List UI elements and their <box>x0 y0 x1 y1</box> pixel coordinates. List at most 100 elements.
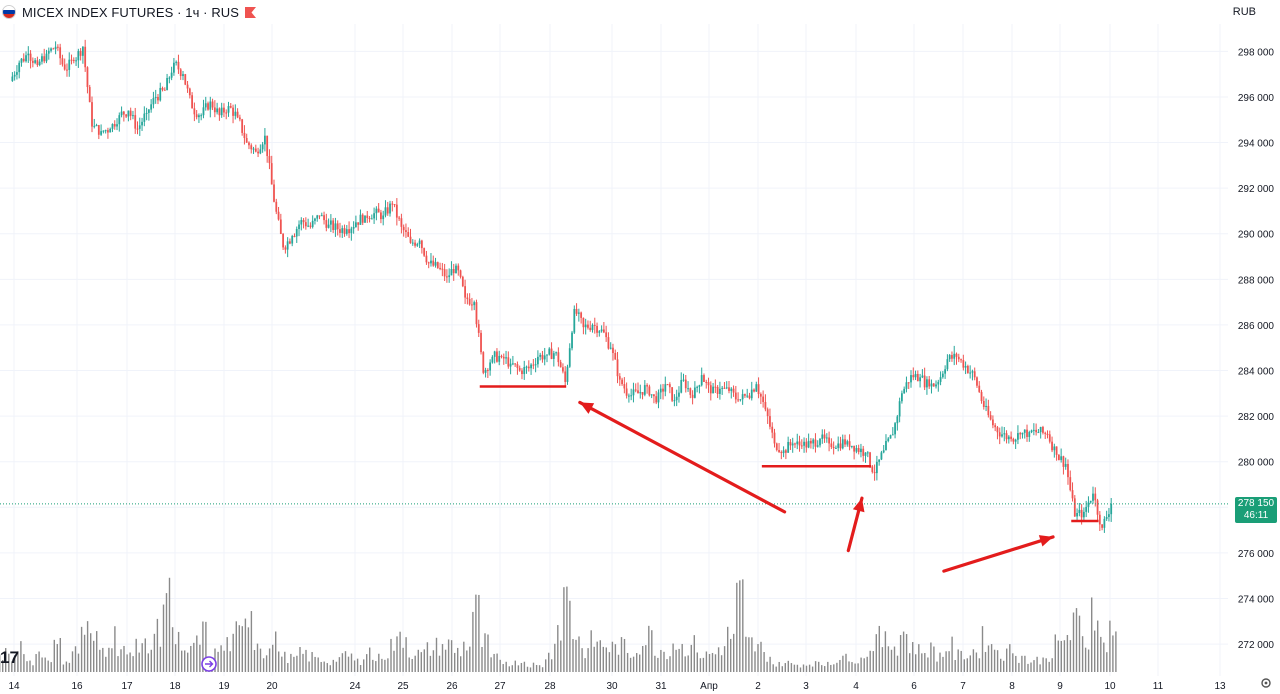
candle-body <box>621 379 623 385</box>
candle-body <box>919 377 921 382</box>
timezone-marker-icon[interactable] <box>200 655 218 673</box>
volume-bar <box>284 651 286 672</box>
volume-bar <box>381 658 383 672</box>
candle-body <box>575 308 578 314</box>
candle-body <box>951 355 953 359</box>
volume-bar <box>1094 630 1096 672</box>
volume-bar <box>83 634 86 672</box>
volume-bar <box>575 639 577 672</box>
volume-bar <box>511 665 513 672</box>
candle-body <box>821 434 824 439</box>
volume-bar <box>138 652 140 672</box>
volume-bar <box>447 639 450 672</box>
volume-bar <box>408 657 410 672</box>
candle-body <box>277 211 280 220</box>
candle-body <box>448 275 451 278</box>
volume-bar <box>963 659 965 672</box>
volume-bar <box>842 655 844 672</box>
volume-bar <box>162 604 165 672</box>
volume-bar <box>420 652 422 672</box>
candle-body <box>910 375 912 383</box>
x-tick-label: 10 <box>1104 681 1116 692</box>
candle-body <box>127 110 130 117</box>
candles <box>0 39 1228 533</box>
candle-body <box>54 46 57 50</box>
candle-body <box>147 109 150 113</box>
volume-bar <box>114 626 116 672</box>
candle-body <box>748 395 751 399</box>
volume-bar <box>915 654 917 672</box>
volume-bar <box>481 646 483 672</box>
candle-body <box>225 112 228 114</box>
volume-bar <box>902 631 905 672</box>
flag-marker-icon[interactable] <box>245 6 257 18</box>
currency-label[interactable]: RUB <box>1232 6 1256 18</box>
volume-bar <box>1109 620 1111 672</box>
volume-bar <box>978 658 981 672</box>
candle-body <box>107 130 109 133</box>
symbol-title[interactable]: MICEX INDEX FUTURES · 1ч · RUS <box>22 4 240 20</box>
y-tick-label: 288 000 <box>1238 275 1275 286</box>
volume-bar <box>845 653 847 672</box>
volume-bar <box>59 637 61 672</box>
annotation-arrow-head <box>579 402 595 414</box>
candle-body <box>896 416 899 424</box>
volume-bar <box>111 648 113 672</box>
candle-body <box>286 241 289 250</box>
candle-body <box>1071 490 1074 499</box>
volume-bar <box>335 661 338 672</box>
volume-bar <box>654 655 656 672</box>
volume-bar <box>174 644 177 672</box>
candle-body <box>725 387 728 389</box>
volume-bar <box>490 657 492 672</box>
gear-icon[interactable] <box>1260 677 1272 689</box>
x-tick-label: Апр <box>700 681 718 692</box>
tradingview-logo[interactable]: 17 <box>0 648 19 667</box>
volume-bar <box>438 655 441 672</box>
candle-body <box>978 385 981 392</box>
volume-bar <box>948 651 950 672</box>
candle-body <box>1110 503 1113 515</box>
volume-bar <box>244 618 247 672</box>
candle-body <box>427 262 430 264</box>
candle-body <box>764 401 767 410</box>
candle-body <box>550 348 553 359</box>
candle-body <box>423 248 426 256</box>
x-tick-label: 31 <box>655 681 667 692</box>
candle-body <box>714 386 717 388</box>
candle-body <box>969 372 972 374</box>
volume-bar <box>605 647 607 672</box>
volume-bar <box>881 647 884 672</box>
candle-body <box>386 207 389 214</box>
candle-body <box>773 432 776 444</box>
volume-bar <box>199 644 201 672</box>
y-tick-label: 282 000 <box>1238 412 1275 423</box>
volume-bar <box>629 657 632 672</box>
x-axis[interactable]: 14 16 17 18 19 20 24 25 26 27 28 30 31 Апр 2 3 4 6 7 8 9 10 11… <box>8 681 1226 692</box>
candle-body <box>596 325 598 333</box>
volume-bar <box>814 661 817 672</box>
candle-body <box>687 388 689 390</box>
volume-bar <box>1045 658 1047 672</box>
candle-body <box>803 441 805 446</box>
volume-bar <box>669 656 671 672</box>
volume-bar <box>1097 620 1099 672</box>
candle-body <box>25 55 27 62</box>
volume-bar <box>608 652 611 672</box>
candle-body <box>279 219 282 234</box>
volume-bar <box>648 625 650 672</box>
volume-bar <box>432 650 435 672</box>
volume-bar <box>375 661 377 672</box>
x-tick-label: 8 <box>1009 681 1015 692</box>
x-tick-label: 27 <box>494 681 506 692</box>
candle-body <box>632 389 635 396</box>
candle-body <box>732 388 735 393</box>
candle-body <box>543 355 546 360</box>
candle-body <box>966 365 969 373</box>
volume-bar <box>596 641 598 672</box>
candle-body <box>307 225 310 227</box>
volume-bar <box>921 653 923 672</box>
last-price-value: 278 150 <box>1237 497 1275 509</box>
